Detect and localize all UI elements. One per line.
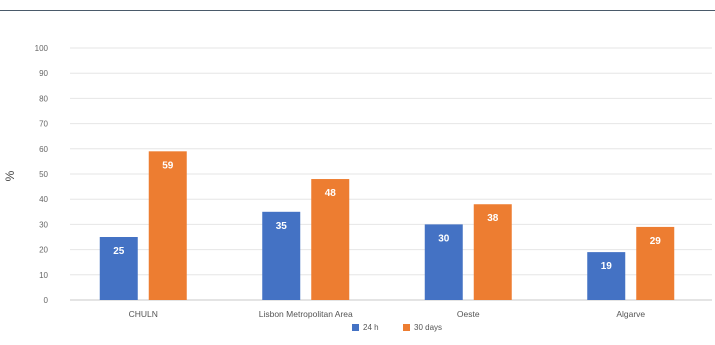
y-tick-label: 60 bbox=[39, 145, 48, 154]
bar bbox=[311, 179, 350, 300]
category-label: Algarve bbox=[616, 309, 645, 319]
data-label: 29 bbox=[650, 236, 662, 247]
category-label: Lisbon Metropolitan Area bbox=[259, 309, 353, 319]
bar bbox=[148, 151, 187, 300]
y-tick-label: 0 bbox=[44, 296, 49, 305]
y-tick-label: 40 bbox=[39, 195, 48, 204]
bar bbox=[473, 204, 512, 300]
category-label: Oeste bbox=[457, 309, 480, 319]
bar bbox=[587, 252, 626, 300]
bars: 25 59 35 48 30 38 19 29 bbox=[99, 151, 675, 300]
legend-swatch bbox=[352, 324, 359, 331]
category-labels: CHULN Lisbon Metropolitan Area Oeste Algarv… bbox=[129, 309, 646, 319]
y-tick-label: 80 bbox=[39, 94, 48, 103]
data-label: 35 bbox=[276, 221, 288, 232]
y-tick-label: 90 bbox=[39, 69, 48, 78]
y-tick-label: 50 bbox=[39, 170, 48, 179]
y-tick-label: 70 bbox=[39, 120, 48, 129]
y-tick-label: 10 bbox=[39, 271, 48, 280]
data-label: 59 bbox=[162, 160, 174, 171]
bar bbox=[424, 224, 463, 300]
y-axis-ticks: 0 10 20 30 40 50 60 70 80 90 100 bbox=[35, 44, 49, 305]
data-label: 30 bbox=[438, 233, 450, 244]
legend: 24 h 30 days bbox=[352, 323, 442, 332]
y-tick-label: 100 bbox=[35, 44, 49, 53]
category-label: CHULN bbox=[129, 309, 158, 319]
data-label: 19 bbox=[601, 261, 613, 272]
y-tick-label: 20 bbox=[39, 246, 48, 255]
data-label: 38 bbox=[487, 213, 499, 224]
bar bbox=[262, 211, 301, 300]
bar bbox=[636, 226, 675, 300]
y-tick-label: 30 bbox=[39, 220, 48, 229]
bar bbox=[99, 237, 138, 300]
legend-label: 24 h bbox=[363, 323, 379, 332]
data-label: 48 bbox=[325, 188, 337, 199]
y-axis-label: % bbox=[3, 170, 17, 181]
top-rule bbox=[0, 10, 715, 11]
data-label: 25 bbox=[113, 246, 125, 257]
legend-label: 30 days bbox=[414, 323, 442, 332]
legend-swatch bbox=[403, 324, 410, 331]
